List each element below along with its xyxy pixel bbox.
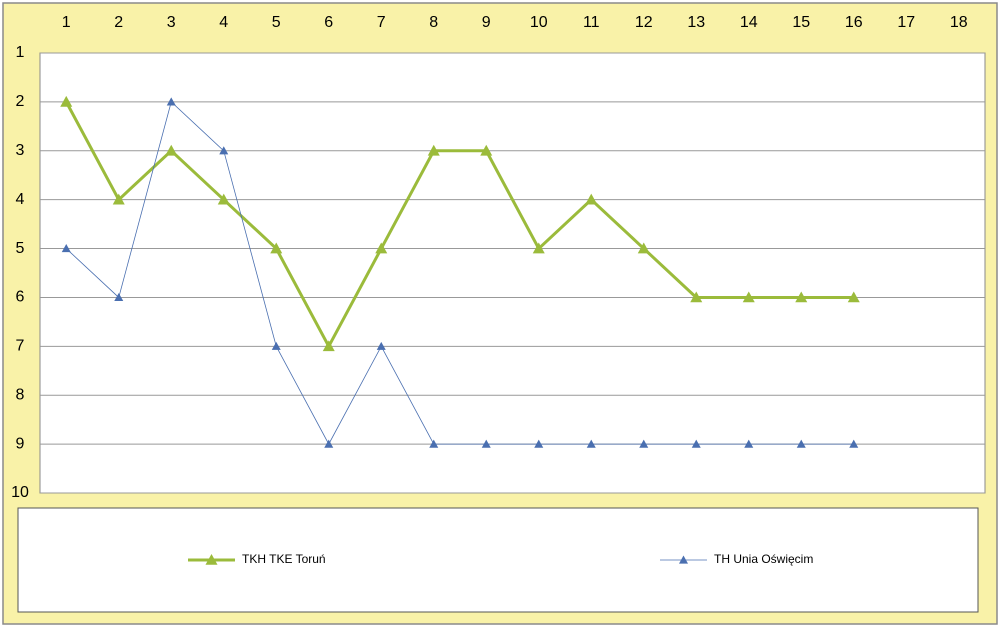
y-tick-label: 8 [16, 386, 25, 403]
x-tick-label: 18 [950, 14, 968, 31]
x-tick-label: 8 [429, 14, 438, 31]
series-line [65, 101, 854, 445]
marker [795, 291, 808, 303]
x-tick-label: 15 [792, 14, 810, 31]
marker [847, 291, 860, 303]
marker [480, 144, 493, 156]
x-tick-label: 11 [583, 14, 600, 31]
x-tick-label: 5 [272, 14, 281, 31]
legend-marker [205, 554, 218, 565]
marker [639, 439, 649, 448]
x-tick-label: 2 [114, 14, 123, 31]
marker [586, 439, 596, 448]
marker [219, 146, 229, 155]
marker [322, 340, 335, 352]
legend-label: TH Unia Oświęcim [714, 552, 813, 566]
y-tick-label: 1 [16, 44, 25, 61]
y-tick-label: 7 [16, 338, 25, 355]
x-tick-label: 10 [530, 14, 548, 31]
legend-marker [679, 555, 688, 564]
x-tick-label: 6 [324, 14, 333, 31]
x-tick-label: 16 [845, 14, 863, 31]
y-tick-label: 6 [16, 289, 25, 306]
legend-label: TKH TKE Toruń [242, 552, 326, 566]
y-tick-label: 4 [16, 191, 25, 208]
marker [637, 242, 650, 254]
marker [585, 193, 598, 205]
y-tick-label: 10 [11, 484, 29, 501]
marker [429, 439, 439, 448]
marker [796, 439, 806, 448]
y-tick-label: 5 [16, 240, 25, 257]
marker [324, 439, 334, 448]
marker [742, 291, 755, 303]
y-tick-label: 9 [16, 435, 25, 452]
marker [114, 292, 124, 302]
series-line [64, 101, 854, 350]
marker [60, 95, 73, 107]
marker [376, 341, 386, 350]
marker [481, 439, 491, 448]
plot-area [39, 52, 986, 494]
marker [532, 242, 545, 254]
x-tick-label: 4 [219, 14, 228, 31]
x-tick-label: 9 [482, 14, 491, 31]
y-tick-label: 3 [16, 142, 25, 159]
x-tick-label: 1 [62, 14, 71, 31]
marker [690, 291, 703, 303]
x-tick-label: 7 [377, 14, 386, 31]
legend-box [17, 507, 979, 613]
marker [61, 244, 71, 253]
marker [166, 97, 176, 106]
marker [271, 341, 281, 350]
marker [849, 439, 859, 448]
marker [744, 439, 754, 448]
marker [375, 242, 388, 254]
marker [427, 144, 440, 156]
marker [534, 439, 544, 448]
x-tick-label: 3 [167, 14, 176, 31]
marker [112, 193, 125, 205]
marker [165, 144, 178, 156]
y-tick-label: 2 [16, 93, 25, 110]
marker [691, 439, 701, 448]
x-tick-label: 12 [635, 14, 653, 31]
x-tick-label: 14 [740, 14, 758, 31]
x-tick-label: 17 [897, 14, 915, 31]
marker [217, 193, 230, 205]
x-tick-label: 13 [687, 14, 705, 31]
marker [270, 242, 283, 254]
